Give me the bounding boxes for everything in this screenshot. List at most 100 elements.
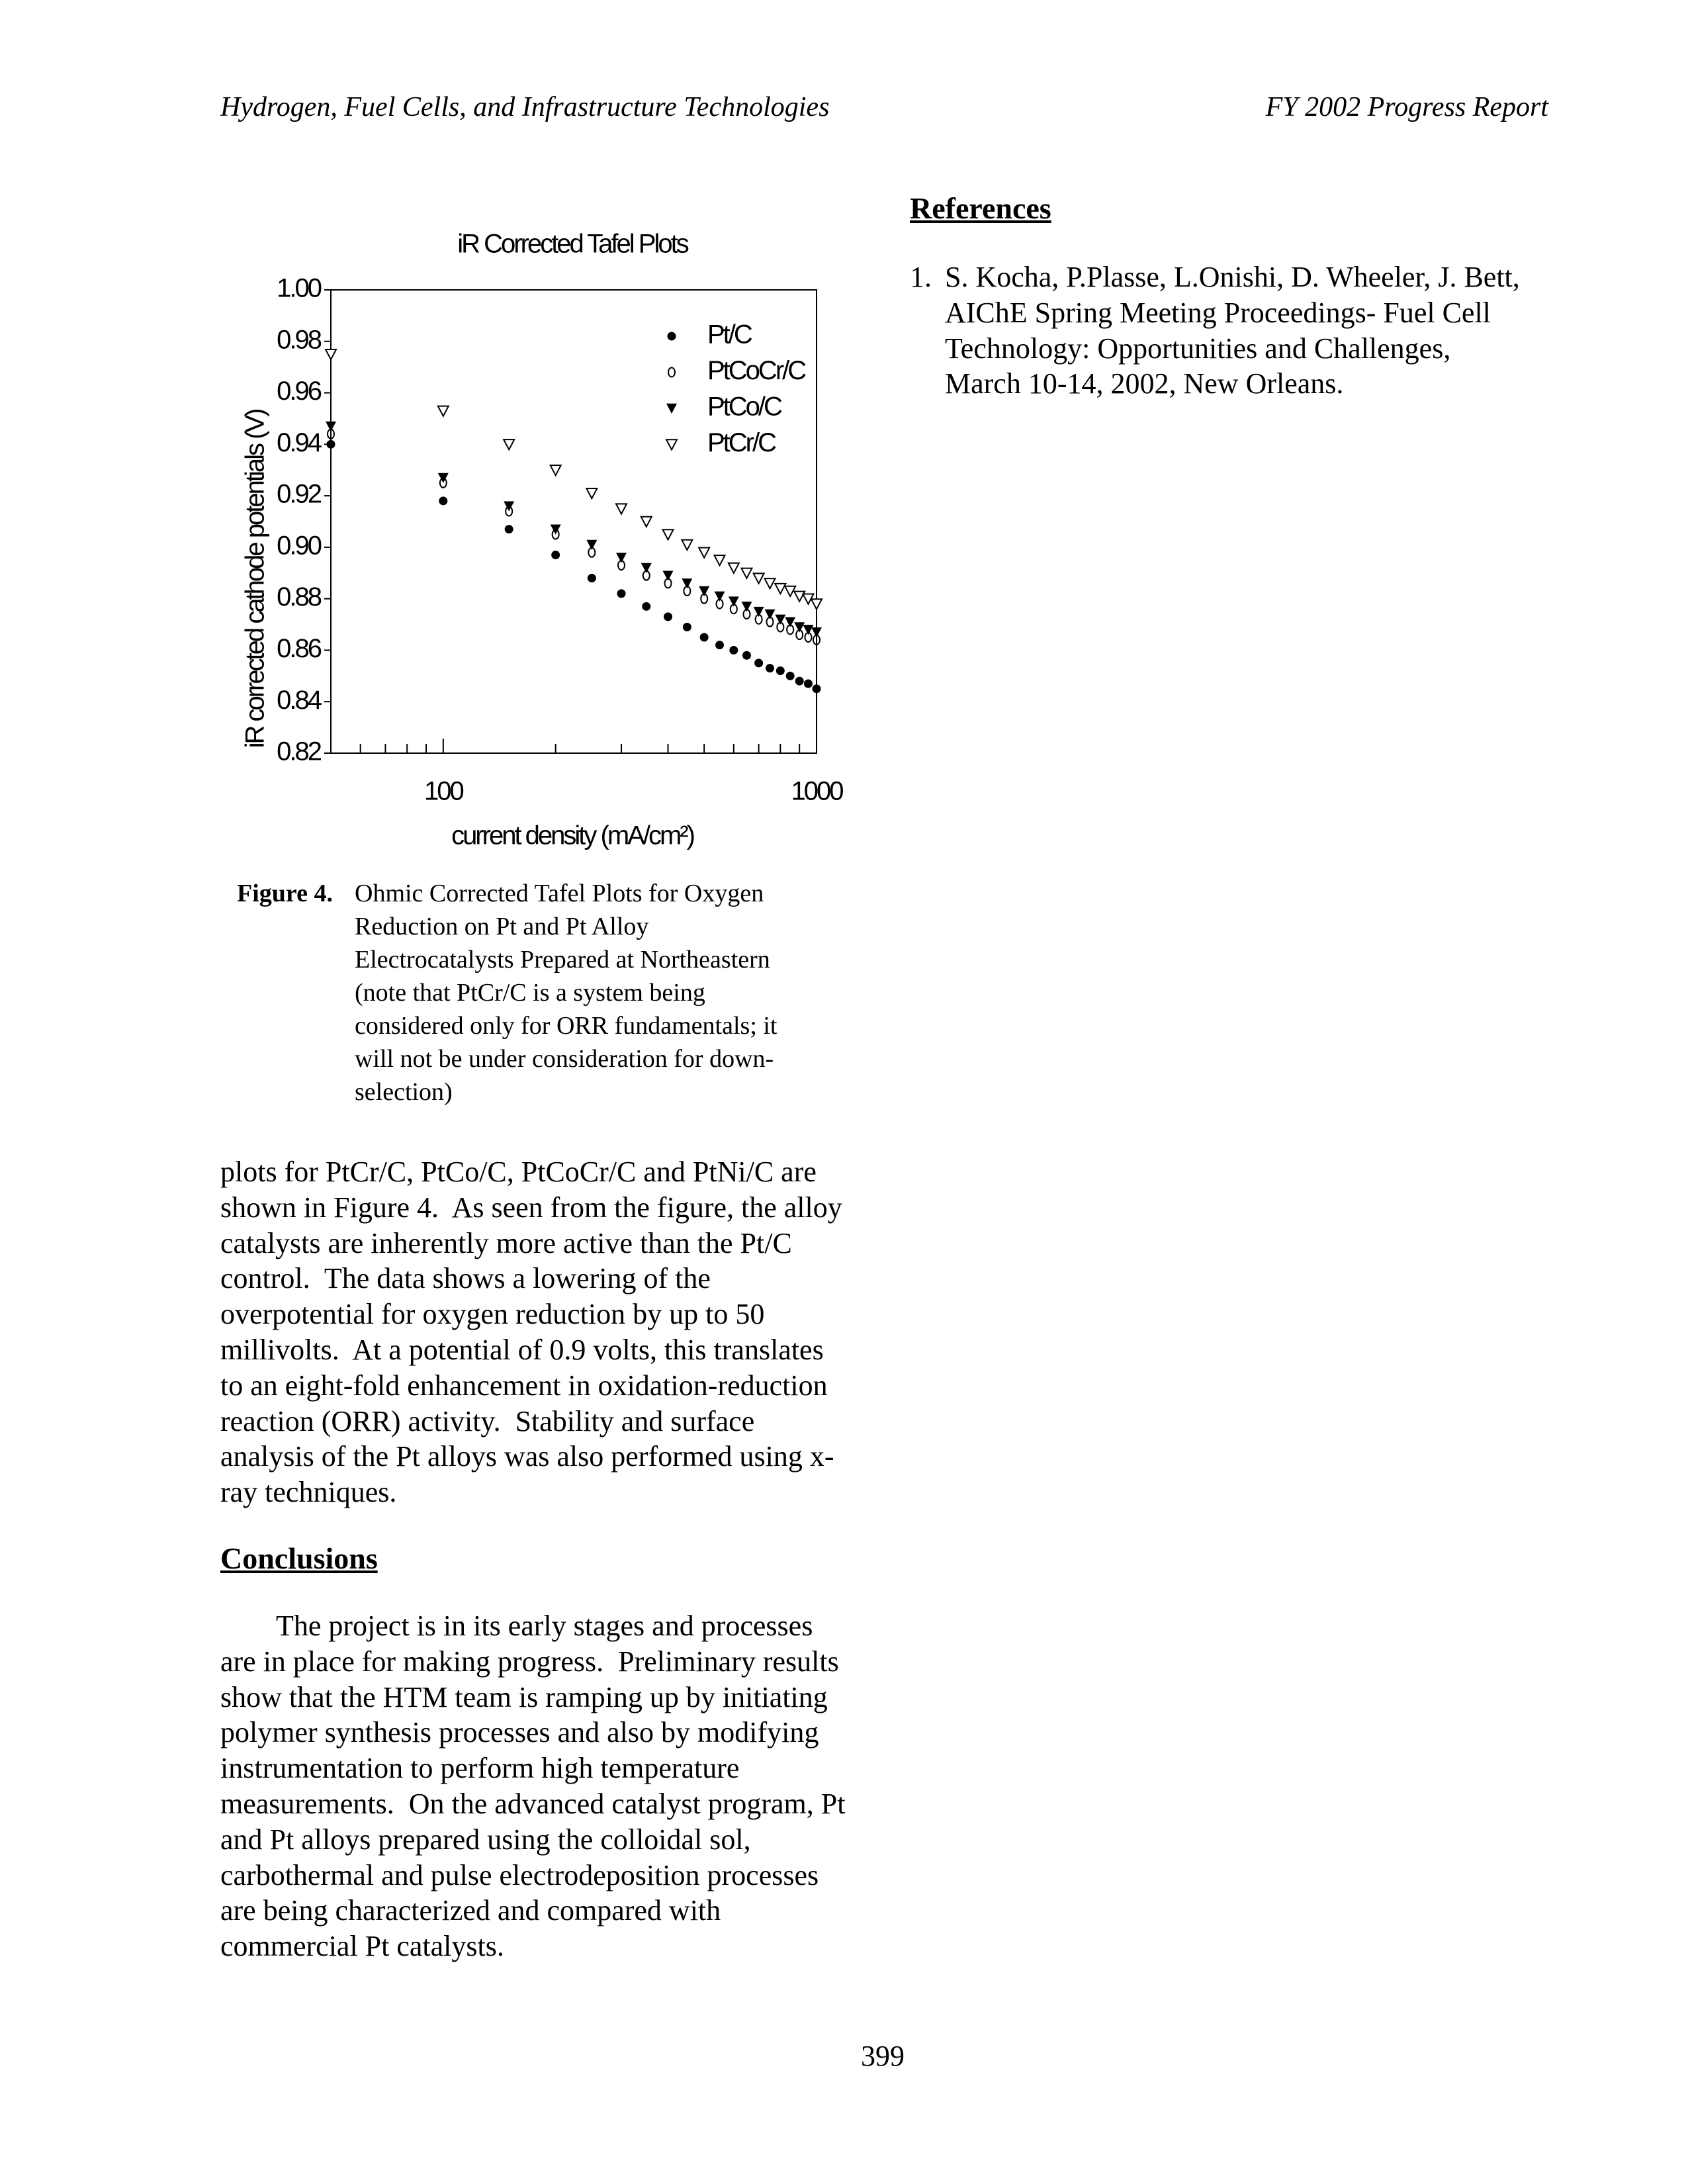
data-point [741,602,752,612]
data-point [785,617,796,627]
reference-line: AIChE Spring Meeting Proceedings- Fuel C… [945,296,1491,329]
legend-label: Pt/C [707,320,752,349]
legend-marker [667,332,676,341]
data-point [682,578,693,589]
data-point [811,627,822,638]
page-number: 399 [861,2040,905,2072]
data-point [812,684,821,694]
text-line: commercial Pt catalysts. [220,1930,504,1963]
text-line: The project is in its early stages and p… [276,1610,813,1642]
x-tick-label: 1000 [791,777,844,806]
caption-line: Reduction on Pt and Pt Alloy [355,913,649,940]
caption-line: considered only for ORR fundamentals; it [355,1012,777,1040]
legend-label: PtCo/C [707,392,782,422]
data-point [752,572,766,585]
data-point [803,625,814,635]
text-line: ray techniques. [220,1476,397,1509]
data-point [753,606,764,617]
data-point [663,612,672,621]
data-point [766,664,775,673]
text-line: overpotential for oxygen reduction by up… [220,1298,765,1331]
y-tick-label: 0.94 [277,428,322,457]
text-line: catalysts are inherently more active tha… [220,1226,792,1259]
legend-label: PtCoCr/C [707,356,806,385]
text-line: show that the HTM team is ramping up by … [220,1680,828,1713]
data-point [504,501,515,512]
data-point [783,585,797,598]
data-point [641,563,652,573]
data-point [504,525,513,534]
x-tick-label: 100 [424,777,463,806]
y-tick-label: 0.86 [277,634,322,663]
data-point [740,567,754,580]
data-point [586,539,598,550]
text-line: millivolts. At a potential of 0.9 volts,… [220,1333,824,1366]
data-point [714,591,725,602]
data-point [727,562,740,575]
data-point [742,651,751,660]
conclusions-text: The project is in its early stages and p… [220,1608,845,1964]
data-point [324,349,337,361]
legend-marker [666,403,677,414]
y-tick-label: 1.00 [277,274,322,303]
data-point [775,614,786,625]
reference-line: S. Kocha, P.Plasse, L.Onishi, D. Wheeler… [945,261,1520,293]
data-point [794,622,805,633]
caption-line: selection) [355,1078,453,1106]
data-point [699,633,709,642]
legend-marker [665,439,678,451]
data-point [697,547,711,559]
data-point [502,439,515,451]
data-point [764,609,776,619]
text-line: shown in Figure 4. As seen from the figu… [220,1191,842,1224]
header-left: Hydrogen, Fuel Cells, and Infrastructure… [220,92,830,122]
data-point [715,641,725,650]
caption-line: (note that PtCr/C is a system being [355,979,705,1007]
data-point [326,439,335,449]
legend-marker [668,367,676,378]
data-point [437,405,450,418]
y-tick-label: 0.96 [277,377,322,406]
text-line: and Pt alloys prepared using the colloid… [220,1823,751,1856]
data-point [795,676,804,686]
data-point [728,596,739,607]
y-tick-label: 0.82 [277,737,322,766]
data-point [699,586,710,596]
y-tick-label: 0.90 [277,531,322,560]
caption-line: Ohmic Corrected Tafel Plots for Oxygen [355,880,764,907]
reference-line: March 10-14, 2002, New Orleans. [945,367,1344,400]
reference-text: S. Kocha, P.Plasse, L.Onishi, D. Wheeler… [945,259,1520,402]
data-point [729,645,738,655]
reference-number: 1. [910,261,932,293]
data-point [585,488,598,500]
caption-line: will not be under consideration for down… [355,1045,774,1073]
data-point [616,553,627,563]
data-point [713,555,727,567]
text-line: polymer synthesis processes and also by … [220,1716,819,1749]
text-line: reaction (ORR) activity. Stability and s… [220,1404,755,1437]
data-point [642,602,651,611]
reference-line: Technology: Opportunities and Challenges… [945,332,1451,365]
chart-title: iR Corrected Tafel Plots [457,230,688,259]
data-point [763,578,777,590]
text-line: are being characterized and compared wit… [220,1894,721,1927]
data-point [754,659,764,668]
data-point [437,473,449,483]
y-tick-label: 0.88 [277,582,322,612]
data-point [640,516,653,529]
data-point [549,465,562,477]
data-point [326,421,336,432]
y-tick-label: 0.92 [277,480,322,509]
caption-line: Electrocatalysts Prepared at Northeaster… [355,946,770,974]
data-point [803,679,813,688]
text-line: plots for PtCr/C, PtCo/C, PtCoCr/C and P… [220,1156,817,1188]
body-text: plots for PtCr/C, PtCo/C, PtCoCr/C and P… [220,1154,842,1510]
chart: iR Corrected Tafel Plots 0.82 0.84 0.86 0.88… [241,230,846,850]
data-point [551,551,560,560]
text-line: control. The data shows a lowering of th… [220,1262,711,1295]
text-line: analysis of the Pt alloys was also perfo… [220,1440,834,1473]
header-right: FY 2002 Progress Report [1265,92,1548,122]
data-point [682,622,691,631]
conclusions-heading: Conclusions [220,1541,378,1575]
